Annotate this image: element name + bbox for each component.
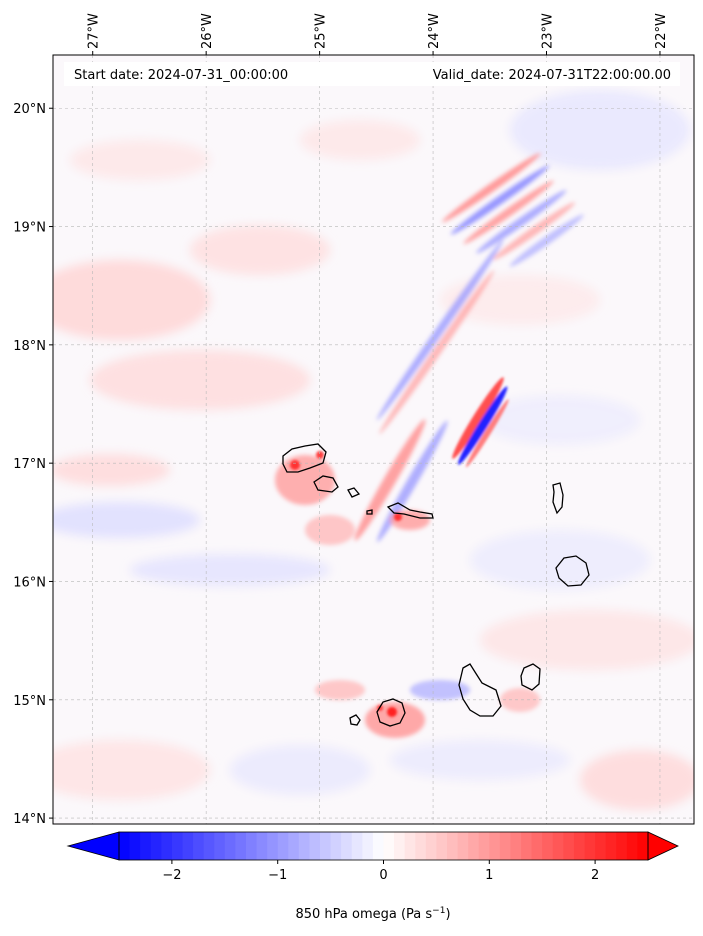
omega-field (53, 90, 694, 810)
colorbar-bin (277, 832, 289, 860)
lat-tick-label: 15°N (13, 694, 46, 709)
lon-tick-label: 26°W (200, 13, 215, 49)
colorbar-bin (298, 832, 310, 860)
island-sal (552, 482, 564, 515)
colorbar-bin (478, 832, 490, 860)
longitude-ticks: 27°W 26°W 25°W 24°W 23°W 22°W (87, 13, 669, 55)
colorbar-bin (150, 832, 162, 860)
island-sao-nicolau (386, 502, 434, 519)
colorbar-bin (182, 832, 194, 860)
colorbar-bin (552, 832, 564, 860)
colorbar: −2 −1 0 1 2 850 hPa omega (Pa s−1) (66, 831, 679, 922)
start-date-label: Start date: 2024-07-31_00:00:00 (74, 68, 288, 83)
colorbar-bin (320, 832, 331, 860)
colorbar-bin (531, 832, 543, 860)
colorbar-bin (436, 832, 448, 860)
lon-tick-label: 27°W (87, 13, 102, 49)
colorbar-bin (256, 832, 268, 860)
lat-tick-label: 20°N (13, 102, 46, 117)
map-frame (52, 54, 695, 825)
colorbar-bin (394, 832, 406, 860)
island-santo-antao (282, 443, 327, 473)
colorbar-bin (383, 832, 395, 860)
colorbar-bin (140, 832, 152, 860)
omega-bands (275, 153, 584, 738)
island-branco (366, 509, 373, 515)
lon-tick-label: 25°W (314, 13, 329, 49)
colorbar-bin (542, 832, 554, 860)
colorbar-extend-min (66, 831, 120, 861)
colorbar-tick-label: 1 (485, 868, 493, 883)
colorbar-bin (129, 832, 141, 860)
colorbar-bin (362, 832, 374, 860)
colorbar-bin (245, 832, 257, 860)
valid-date-label: Valid_date: 2024-07-31T22:00:00.00 (433, 68, 671, 83)
colorbar-bin (468, 832, 480, 860)
lat-tick-label: 19°N (13, 221, 46, 236)
colorbar-extend-max (647, 831, 679, 861)
colorbar-tick-label: 2 (591, 868, 599, 883)
colorbar-bin (415, 832, 427, 860)
colorbar-bin (521, 832, 533, 860)
colorbar-bins (119, 832, 649, 860)
island-maio (520, 663, 541, 691)
colorbar-bin (372, 832, 384, 860)
lat-tick-label: 16°N (13, 575, 46, 590)
colorbar-bin (203, 832, 215, 860)
colorbar-bin (171, 832, 183, 860)
colorbar-ticks: −2 −1 0 1 2 (162, 860, 599, 883)
colorbar-label: 850 hPa omega (Pa s−1) (295, 906, 450, 922)
colorbar-bin (626, 832, 638, 860)
island-sao-vicente (313, 475, 339, 493)
colorbar-tick-label: −2 (162, 868, 181, 883)
colorbar-bin (573, 832, 585, 860)
colorbar-bin (330, 832, 342, 860)
island-santa-luzia (347, 487, 361, 498)
colorbar-bin (404, 832, 416, 860)
lat-tick-label: 14°N (13, 812, 46, 827)
lat-tick-label: 18°N (13, 339, 46, 354)
colorbar-bin (489, 832, 501, 860)
colorbar-bin (288, 832, 300, 860)
colorbar-bin (446, 832, 458, 860)
omega-broad-patterns (53, 90, 694, 810)
colorbar-bin (499, 832, 511, 860)
colorbar-bin (351, 832, 363, 860)
colorbar-bin (235, 832, 247, 860)
colorbar-bin (457, 832, 469, 860)
colorbar-tick-label: −1 (268, 868, 287, 883)
colorbar-bin (161, 832, 173, 860)
colorbar-bin (309, 832, 321, 860)
latitude-ticks: 20°N 19°N 18°N 17°N 16°N 15°N 14°N (13, 102, 53, 827)
colorbar-bin (563, 832, 575, 860)
colorbar-tick-label: 0 (379, 868, 387, 883)
colorbar-bin (595, 832, 607, 860)
colorbar-bin (605, 832, 617, 860)
lat-tick-label: 17°N (13, 457, 46, 472)
colorbar-bin (637, 832, 649, 860)
island-brava (349, 714, 361, 726)
lon-tick-label: 23°W (541, 13, 556, 49)
header-box (64, 62, 680, 86)
coastlines (282, 443, 590, 727)
colorbar-bin (224, 832, 236, 860)
island-santiago (458, 663, 502, 717)
colorbar-bin (584, 832, 596, 860)
colorbar-bin (341, 832, 353, 860)
colorbar-bin (510, 832, 522, 860)
omega-strong-band (290, 377, 509, 717)
gridlines (53, 55, 694, 824)
colorbar-bin (616, 832, 628, 860)
colorbar-bin (193, 832, 205, 860)
colorbar-bin (119, 832, 130, 860)
lon-tick-label: 22°W (654, 13, 669, 49)
colorbar-bin (214, 832, 226, 860)
colorbar-bin (425, 832, 437, 860)
island-fogo (376, 698, 406, 727)
island-boa-vista (555, 555, 590, 587)
lon-tick-label: 24°W (427, 13, 442, 49)
colorbar-bin (267, 832, 279, 860)
